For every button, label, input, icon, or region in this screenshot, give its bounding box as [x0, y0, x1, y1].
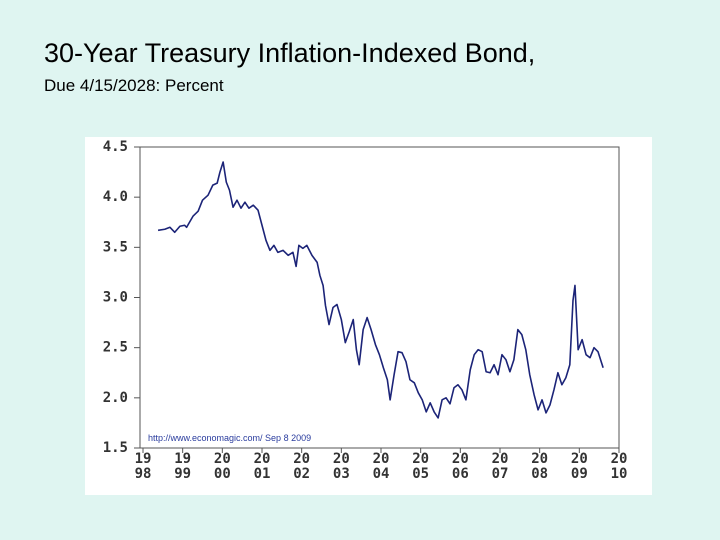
x-tick-label: 20 02	[293, 451, 311, 482]
x-tick-label: 20 00	[213, 451, 231, 482]
chart-background	[85, 137, 652, 495]
y-tick-label: 1.5	[103, 440, 128, 456]
x-tick-label: 20 03	[332, 451, 350, 482]
x-tick-label: 20 07	[491, 451, 509, 482]
source-note: http://www.economagic.com/ Sep 8 2009	[148, 433, 311, 443]
x-tick-label: 20 01	[253, 451, 271, 482]
y-tick-label: 2.5	[103, 340, 128, 356]
data-line	[157, 161, 604, 419]
x-tick-label: 20 10	[610, 451, 628, 482]
y-tick-label: 4.0	[103, 189, 128, 205]
x-tick-label: 19 98	[134, 451, 152, 482]
x-tick-label: 20 08	[531, 451, 549, 482]
x-tick-label: 20 09	[570, 451, 588, 482]
x-tick-label: 20 05	[412, 451, 430, 482]
y-tick-label: 4.5	[103, 139, 128, 155]
x-tick-label: 20 04	[372, 451, 390, 482]
x-tick-label: 20 06	[451, 451, 469, 482]
y-tick-label: 2.0	[103, 390, 128, 406]
y-tick-label: 3.0	[103, 290, 128, 306]
slide-subtitle: Due 4/15/2028: Percent	[44, 76, 224, 95]
x-tick-label: 19 99	[174, 451, 192, 482]
y-tick-label: 3.5	[103, 239, 128, 255]
slide-title: 30-Year Treasury Inflation-Indexed Bond,	[44, 38, 536, 68]
